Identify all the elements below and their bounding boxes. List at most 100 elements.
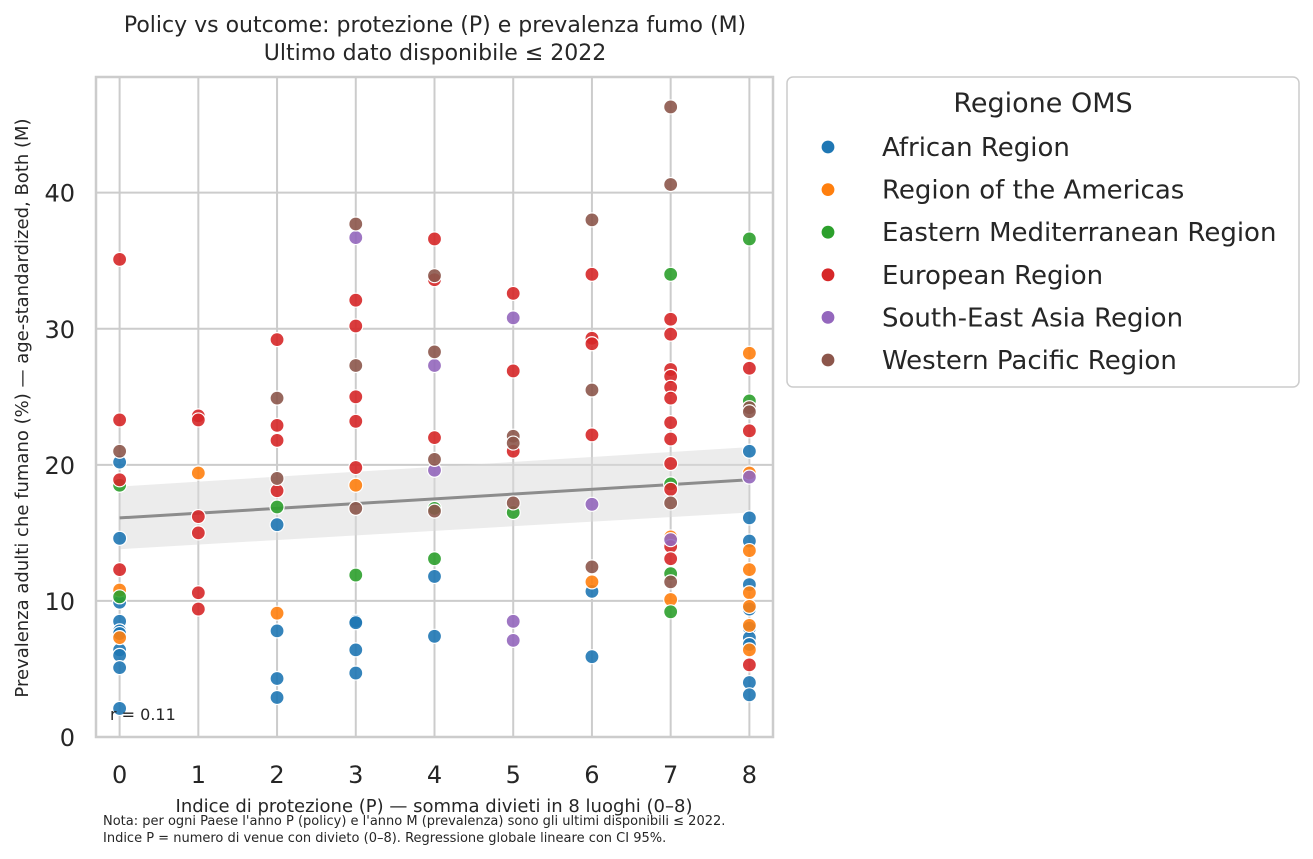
data-point xyxy=(741,404,757,420)
x-tick-label: 0 xyxy=(112,761,127,789)
data-point xyxy=(426,268,443,284)
legend-entry: Region of the Americas xyxy=(882,176,1184,206)
data-point xyxy=(584,266,600,282)
x-tick-label: 3 xyxy=(348,761,363,789)
data-point xyxy=(269,432,285,448)
data-point xyxy=(112,530,128,546)
data-point xyxy=(348,500,364,516)
data-point xyxy=(741,510,757,526)
data-point xyxy=(348,642,364,658)
data-point xyxy=(505,285,521,301)
data-point xyxy=(269,417,285,433)
legend-frame xyxy=(786,76,1300,388)
data-point xyxy=(741,469,757,485)
data-point xyxy=(663,431,679,447)
y-tick-label: 20 xyxy=(44,452,75,480)
data-point xyxy=(663,99,679,115)
data-point xyxy=(663,532,679,548)
data-point xyxy=(112,251,128,267)
x-tick-label: 4 xyxy=(427,761,442,789)
data-point xyxy=(741,443,757,459)
data-point xyxy=(190,412,206,428)
data-point xyxy=(505,495,521,511)
legend-entry: South-East Asia Region xyxy=(882,303,1183,333)
data-point xyxy=(348,318,364,334)
chart-title: Policy vs outcome: protezione (P) e prev… xyxy=(124,13,746,38)
plot-border xyxy=(94,75,775,739)
data-point xyxy=(426,430,443,446)
legend-marker xyxy=(820,352,836,368)
data-point xyxy=(663,551,679,567)
y-tick-label: 40 xyxy=(44,180,75,208)
data-point xyxy=(348,357,364,374)
y-tick-label: 30 xyxy=(44,316,75,344)
legend-entry: Eastern Mediterranean Region xyxy=(882,218,1276,248)
data-point xyxy=(426,451,443,467)
data-point xyxy=(663,455,679,472)
data-point xyxy=(584,649,600,665)
data-point xyxy=(663,176,679,193)
data-point xyxy=(269,390,285,406)
regression-line-group xyxy=(119,478,750,520)
legend-marker xyxy=(820,182,836,198)
data-point xyxy=(741,542,757,559)
data-point xyxy=(741,598,757,614)
data-point xyxy=(741,231,757,247)
data-point xyxy=(112,589,128,605)
legend-entry: African Region xyxy=(882,133,1070,163)
data-point xyxy=(741,360,757,376)
data-point xyxy=(269,499,285,515)
plot-frame xyxy=(94,75,775,739)
note-line-1: Nota: per ogni Paese l'anno P (policy) e… xyxy=(103,814,725,829)
data-point xyxy=(426,551,443,567)
data-point xyxy=(741,562,757,578)
data-point xyxy=(663,604,679,620)
data-point xyxy=(584,382,600,398)
data-point xyxy=(112,562,128,578)
data-point xyxy=(505,613,521,629)
note-line-2: Indice P = numero di venue con divieto (… xyxy=(103,831,666,846)
chart-subtitle: Ultimo dato disponibile ≤ 2022 xyxy=(264,41,607,66)
data-point xyxy=(348,389,364,405)
data-point xyxy=(663,390,679,406)
data-point xyxy=(505,632,521,648)
data-point xyxy=(584,427,600,443)
y-tick-label: 0 xyxy=(60,724,75,752)
correlation-annotation: r = 0.11 xyxy=(110,705,176,724)
data-points xyxy=(112,99,757,717)
data-point xyxy=(741,423,757,439)
data-point xyxy=(663,415,679,431)
data-point xyxy=(663,311,679,327)
data-point xyxy=(348,216,364,232)
x-tick-label: 5 xyxy=(506,761,521,789)
data-point xyxy=(348,459,364,476)
data-point xyxy=(663,495,679,511)
legend-entry: European Region xyxy=(882,261,1103,291)
legend: Regione OMS African Region Region of the … xyxy=(786,76,1300,388)
regression-line xyxy=(119,478,750,520)
data-point xyxy=(741,617,757,634)
data-point xyxy=(584,336,600,352)
data-point xyxy=(663,266,679,282)
legend-marker xyxy=(820,309,836,325)
data-point xyxy=(190,525,206,541)
data-point xyxy=(426,503,443,519)
data-point xyxy=(584,212,600,228)
data-point xyxy=(584,559,600,575)
data-point xyxy=(505,310,521,326)
data-point xyxy=(663,326,679,342)
data-point xyxy=(348,615,364,631)
legend-entry: Western Pacific Region xyxy=(882,346,1177,376)
x-tick-label: 2 xyxy=(269,761,284,789)
data-point xyxy=(269,605,285,621)
data-point xyxy=(112,472,128,488)
legend-marker xyxy=(820,139,836,155)
data-point xyxy=(112,443,128,459)
data-point xyxy=(112,659,128,676)
data-point xyxy=(348,477,364,493)
data-point xyxy=(190,508,206,525)
data-point xyxy=(426,628,443,644)
data-point xyxy=(663,481,679,497)
y-tick-labels: 0 10 20 30 40 xyxy=(44,180,75,752)
